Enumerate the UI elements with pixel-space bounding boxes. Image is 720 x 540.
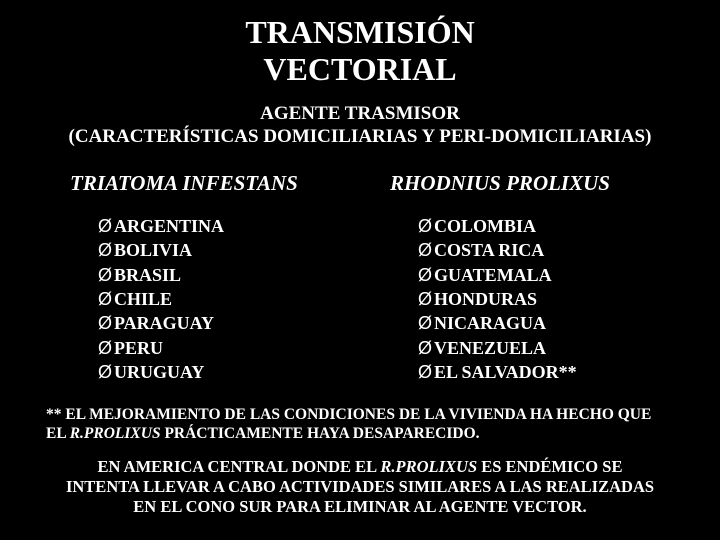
subtitle-line-2: (CARACTERÍSTICAS DOMICILIARIAS Y PERI-DO…: [69, 126, 652, 147]
title-line-2: VECTORIAL: [263, 51, 456, 87]
list-item: ØCHILE: [98, 287, 350, 311]
item-label: NICARAGUA: [434, 313, 546, 333]
bullet-icon: Ø: [98, 238, 112, 262]
bullet-icon: Ø: [98, 311, 112, 335]
item-label: PARAGUAY: [114, 313, 214, 333]
item-label: VENEZUELA: [434, 338, 546, 358]
bullet-icon: Ø: [418, 263, 432, 287]
columns: TRIATOMA INFESTANS ØARGENTINA ØBOLIVIA Ø…: [0, 171, 720, 384]
item-label: ARGENTINA: [114, 216, 224, 236]
left-heading: TRIATOMA INFESTANS: [70, 171, 350, 196]
list-item: ØBRASIL: [98, 263, 350, 287]
list-item: ØEL SALVADOR**: [418, 360, 670, 384]
footnote: ** EL MEJORAMIENTO DE LAS CONDICIONES DE…: [0, 406, 720, 443]
list-item: ØARGENTINA: [98, 214, 350, 238]
item-label: PERU: [114, 338, 163, 358]
bullet-icon: Ø: [98, 360, 112, 384]
bullet-icon: Ø: [418, 287, 432, 311]
item-label: HONDURAS: [434, 289, 537, 309]
bullet-icon: Ø: [98, 214, 112, 238]
right-heading: RHODNIUS PROLIXUS: [390, 171, 670, 196]
item-label: BRASIL: [114, 265, 181, 285]
list-item: ØCOSTA RICA: [418, 238, 670, 262]
closing-italic: R.PROLIXUS: [380, 457, 477, 476]
item-label: COLOMBIA: [434, 216, 536, 236]
item-label: COSTA RICA: [434, 240, 544, 260]
list-item: ØHONDURAS: [418, 287, 670, 311]
slide-subtitle: AGENTE TRASMISOR (CARACTERÍSTICAS DOMICI…: [0, 102, 720, 150]
list-item: ØVENEZUELA: [418, 336, 670, 360]
item-label: EL SALVADOR**: [434, 362, 577, 382]
list-item: ØBOLIVIA: [98, 238, 350, 262]
item-label: CHILE: [114, 289, 172, 309]
subtitle-line-1: AGENTE TRASMISOR: [260, 103, 460, 124]
left-column: TRIATOMA INFESTANS ØARGENTINA ØBOLIVIA Ø…: [50, 171, 350, 384]
list-item: ØURUGUAY: [98, 360, 350, 384]
bullet-icon: Ø: [418, 311, 432, 335]
title-line-1: TRANSMISIÓN: [245, 14, 474, 50]
bullet-icon: Ø: [418, 214, 432, 238]
item-label: URUGUAY: [114, 362, 204, 382]
item-label: GUATEMALA: [434, 265, 552, 285]
footnote-post: PRÁCTICAMENTE HAYA DESAPARECIDO.: [161, 425, 480, 442]
left-list: ØARGENTINA ØBOLIVIA ØBRASIL ØCHILE ØPARA…: [70, 214, 350, 384]
item-label: BOLIVIA: [114, 240, 192, 260]
list-item: ØGUATEMALA: [418, 263, 670, 287]
right-list: ØCOLOMBIA ØCOSTA RICA ØGUATEMALA ØHONDUR…: [390, 214, 670, 384]
closing-paragraph: EN AMERICA CENTRAL DONDE EL R.PROLIXUS E…: [0, 457, 720, 516]
list-item: ØPARAGUAY: [98, 311, 350, 335]
slide-title: TRANSMISIÓN VECTORIAL: [0, 0, 720, 88]
list-item: ØPERU: [98, 336, 350, 360]
closing-pre: EN AMERICA CENTRAL DONDE EL: [98, 457, 381, 476]
bullet-icon: Ø: [418, 336, 432, 360]
slide: TRANSMISIÓN VECTORIAL AGENTE TRASMISOR (…: [0, 0, 720, 540]
list-item: ØCOLOMBIA: [418, 214, 670, 238]
bullet-icon: Ø: [98, 263, 112, 287]
list-item: ØNICARAGUA: [418, 311, 670, 335]
bullet-icon: Ø: [418, 238, 432, 262]
right-column: RHODNIUS PROLIXUS ØCOLOMBIA ØCOSTA RICA …: [350, 171, 670, 384]
footnote-italic: R.PROLIXUS: [70, 425, 161, 442]
bullet-icon: Ø: [98, 287, 112, 311]
bullet-icon: Ø: [418, 360, 432, 384]
bullet-icon: Ø: [98, 336, 112, 360]
